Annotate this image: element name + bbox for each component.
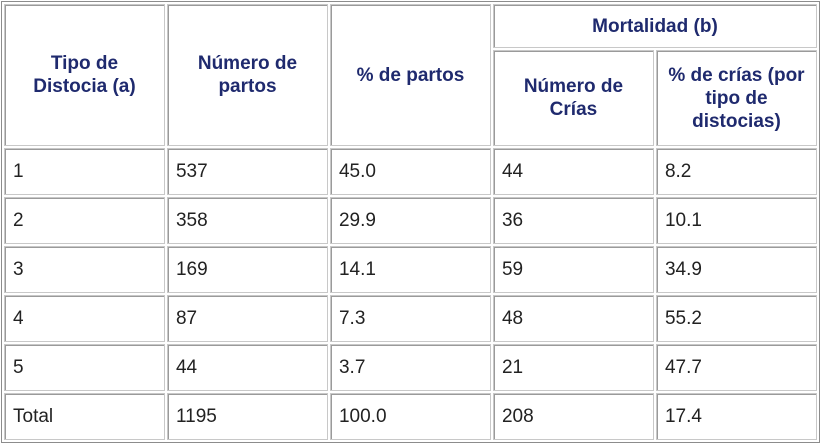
table-row: 5 44 3.7 21 47.7 xyxy=(4,344,817,391)
header-tipo-distocia: Tipo de Distocia (a) xyxy=(4,4,165,146)
cell-numero-partos: 1195 xyxy=(166,393,328,440)
cell-numero-partos: 537 xyxy=(166,148,328,195)
table-row: 1 537 45.0 44 8.2 xyxy=(4,148,817,195)
cell-numero-crias: 59 xyxy=(492,246,654,293)
cell-numero-partos: 44 xyxy=(166,344,328,391)
cell-numero-crias: 48 xyxy=(492,295,654,342)
header-mortalidad: Mortalidad (b) xyxy=(492,4,817,48)
cell-pct-partos: 14.1 xyxy=(329,246,491,293)
cell-pct-crias: 10.1 xyxy=(655,197,817,244)
cell-pct-crias: 34.9 xyxy=(655,246,817,293)
header-pct-partos: % de partos xyxy=(329,4,491,146)
table-body: 1 537 45.0 44 8.2 2 358 29.9 36 10.1 3 1… xyxy=(4,148,817,440)
table-row-total: Total 1195 100.0 208 17.4 xyxy=(4,393,817,440)
cell-numero-crias: 208 xyxy=(492,393,654,440)
table-row: 3 169 14.1 59 34.9 xyxy=(4,246,817,293)
table-row: 2 358 29.9 36 10.1 xyxy=(4,197,817,244)
cell-pct-crias: 55.2 xyxy=(655,295,817,342)
cell-tipo: 2 xyxy=(4,197,165,244)
cell-numero-crias: 36 xyxy=(492,197,654,244)
header-numero-crias: Número de Crías xyxy=(492,50,654,146)
cell-tipo: 1 xyxy=(4,148,165,195)
cell-tipo: 5 xyxy=(4,344,165,391)
cell-pct-partos: 100.0 xyxy=(329,393,491,440)
cell-tipo: Total xyxy=(4,393,165,440)
cell-pct-partos: 7.3 xyxy=(329,295,491,342)
cell-pct-partos: 45.0 xyxy=(329,148,491,195)
header-numero-partos: Número de partos xyxy=(166,4,328,146)
cell-numero-crias: 21 xyxy=(492,344,654,391)
cell-pct-partos: 3.7 xyxy=(329,344,491,391)
cell-pct-crias: 17.4 xyxy=(655,393,817,440)
cell-numero-partos: 358 xyxy=(166,197,328,244)
cell-numero-crias: 44 xyxy=(492,148,654,195)
cell-pct-partos: 29.9 xyxy=(329,197,491,244)
cell-tipo: 3 xyxy=(4,246,165,293)
table-row: 4 87 7.3 48 55.2 xyxy=(4,295,817,342)
cell-numero-partos: 169 xyxy=(166,246,328,293)
cell-pct-crias: 47.7 xyxy=(655,344,817,391)
cell-numero-partos: 87 xyxy=(166,295,328,342)
cell-pct-crias: 8.2 xyxy=(655,148,817,195)
cell-tipo: 4 xyxy=(4,295,165,342)
header-pct-crias: % de crías (por tipo de distocias) xyxy=(655,50,817,146)
table-header: Tipo de Distocia (a) Número de partos % … xyxy=(4,4,817,146)
